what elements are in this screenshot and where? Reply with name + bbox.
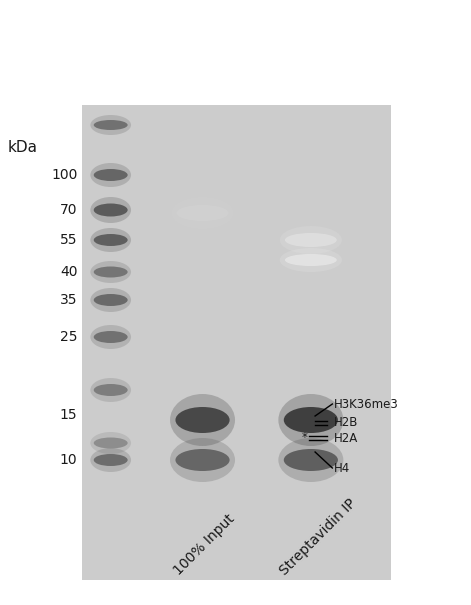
Ellipse shape — [94, 454, 128, 466]
Ellipse shape — [284, 449, 338, 471]
Ellipse shape — [278, 394, 343, 446]
Text: 40: 40 — [60, 265, 77, 279]
Text: 10: 10 — [60, 453, 77, 467]
Ellipse shape — [90, 288, 131, 312]
Ellipse shape — [284, 407, 338, 433]
Ellipse shape — [94, 169, 128, 181]
Text: H2A: H2A — [334, 431, 358, 445]
Ellipse shape — [90, 261, 131, 283]
Ellipse shape — [94, 294, 128, 306]
Ellipse shape — [90, 228, 131, 252]
Ellipse shape — [94, 331, 128, 343]
Ellipse shape — [278, 438, 343, 482]
Ellipse shape — [175, 407, 230, 433]
Ellipse shape — [177, 205, 228, 221]
Text: H4: H4 — [334, 462, 350, 474]
Text: *: * — [301, 431, 307, 445]
Ellipse shape — [90, 163, 131, 187]
Ellipse shape — [175, 449, 230, 471]
Ellipse shape — [94, 120, 128, 130]
Text: 100: 100 — [51, 168, 77, 182]
Text: 35: 35 — [60, 293, 77, 307]
Ellipse shape — [170, 394, 235, 446]
Ellipse shape — [170, 438, 235, 482]
Ellipse shape — [90, 378, 131, 402]
Ellipse shape — [90, 432, 131, 454]
Ellipse shape — [94, 437, 128, 448]
Ellipse shape — [94, 384, 128, 396]
Text: Streptavidin IP: Streptavidin IP — [277, 496, 359, 578]
Ellipse shape — [90, 115, 131, 135]
Text: 15: 15 — [60, 408, 77, 422]
Ellipse shape — [94, 203, 128, 217]
Ellipse shape — [171, 197, 234, 229]
Ellipse shape — [90, 448, 131, 472]
Text: 70: 70 — [60, 203, 77, 217]
Ellipse shape — [280, 226, 342, 254]
Text: H3K36me3: H3K36me3 — [334, 397, 399, 411]
Ellipse shape — [90, 325, 131, 349]
Ellipse shape — [285, 233, 337, 247]
Ellipse shape — [90, 197, 131, 223]
Text: kDa: kDa — [8, 140, 38, 155]
Bar — [82, 105, 391, 580]
Ellipse shape — [94, 266, 128, 278]
Ellipse shape — [280, 248, 342, 272]
Text: 55: 55 — [60, 233, 77, 247]
Text: 25: 25 — [60, 330, 77, 344]
Text: H2B: H2B — [334, 416, 359, 430]
Ellipse shape — [285, 254, 337, 266]
Text: 100% Input: 100% Input — [171, 511, 238, 578]
Ellipse shape — [94, 234, 128, 246]
